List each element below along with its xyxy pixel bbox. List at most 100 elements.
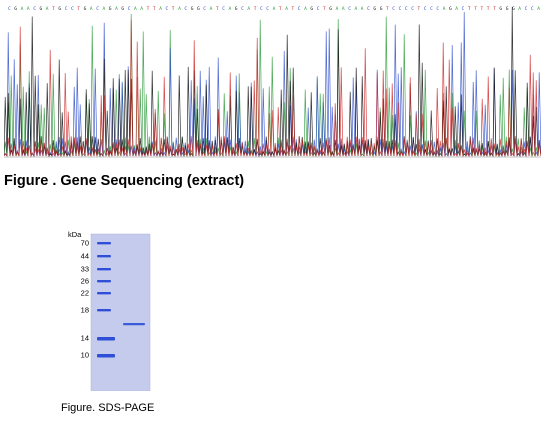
base-call: T [474,6,477,12]
base-call: G [40,6,43,12]
sequencing-figure-title: Figure . Gene Sequencing (extract) [4,173,245,189]
base-call: T [254,6,257,12]
base-call: G [512,6,515,12]
base-call: A [455,6,458,12]
base-call: C [399,6,402,12]
base-call: G [380,6,383,12]
gel-caption: Figure. SDS-PAGE [61,402,155,414]
base-call: A [46,6,49,12]
base-call: T [52,6,55,12]
base-call: T [487,6,490,12]
base-call: A [159,6,162,12]
base-call: T [153,6,156,12]
base-call: G [235,6,238,12]
base-call: C [298,6,301,12]
base-call: A [361,6,364,12]
base-call: T [386,6,389,12]
base-call: C [166,6,169,12]
base-call: C [411,6,414,12]
base-call: C [424,6,427,12]
base-call: G [109,6,112,12]
base-call: C [222,6,225,12]
base-call: A [210,6,213,12]
marker-label-70: 70 [81,239,89,248]
base-call: C [260,6,263,12]
base-call: A [140,6,143,12]
base-call: C [367,6,370,12]
base-call: A [134,6,137,12]
base-call: C [392,6,395,12]
marker-label-10: 10 [81,351,89,360]
base-call: A [27,6,30,12]
sds-page-gel: kDa 70 44 33 26 22 18 14 10 [68,230,151,391]
base-call: G [506,6,509,12]
base-call: A [518,6,521,12]
trace-T [4,19,541,158]
base-call: C [348,6,351,12]
ladder-band-18 [97,309,111,312]
base-call: G [84,6,87,12]
ladder-band-26 [97,280,111,283]
base-call: T [418,6,421,12]
ladder-band-70 [97,242,111,245]
marker-label-26: 26 [81,277,89,286]
base-call: C [128,6,131,12]
base-call: A [247,6,250,12]
base-call: T [323,6,326,12]
marker-label-14: 14 [81,334,89,343]
base-call: C [525,6,528,12]
base-call: A [273,6,276,12]
base-call: A [21,6,24,12]
base-call: T [493,6,496,12]
base-call: T [279,6,282,12]
base-call: T [216,6,219,12]
ladder-band-44 [97,255,111,258]
base-call: C [531,6,534,12]
gel-background [91,234,150,391]
base-call: G [310,6,313,12]
base-call: C [65,6,68,12]
base-call: T [481,6,484,12]
base-call: G [373,6,376,12]
base-call: A [115,6,118,12]
sample-protein-band [123,323,145,326]
base-call: A [537,6,540,12]
base-call: A [443,6,446,12]
base-call: C [184,6,187,12]
base-call: A [103,6,106,12]
base-call: G [58,6,61,12]
base-call: C [317,6,320,12]
base-call: G [449,6,452,12]
base-call: T [172,6,175,12]
base-call: C [8,6,11,12]
base-call: C [266,6,269,12]
base-call: C [405,6,408,12]
base-call: C [33,6,36,12]
base-call: T [147,6,150,12]
marker-label-33: 33 [81,265,89,274]
base-call: T [77,6,80,12]
base-call: A [229,6,232,12]
base-call: A [304,6,307,12]
marker-label-18: 18 [81,306,89,315]
base-call: C [96,6,99,12]
base-call: G [329,6,332,12]
base-call: C [436,6,439,12]
marker-label-22: 22 [81,289,89,298]
base-call: G [499,6,502,12]
base-call: A [285,6,288,12]
base-call: C [203,6,206,12]
ladder-band-22 [97,292,111,295]
base-call: C [71,6,74,12]
base-call: G [14,6,17,12]
base-call: T [468,6,471,12]
base-call: C [430,6,433,12]
gel-unit-label: kDa [68,230,82,239]
base-call: T [292,6,295,12]
base-call: C [241,6,244,12]
ladder-band-33 [97,268,111,271]
marker-label-44: 44 [81,252,89,261]
base-call: G [121,6,124,12]
base-call: A [336,6,339,12]
